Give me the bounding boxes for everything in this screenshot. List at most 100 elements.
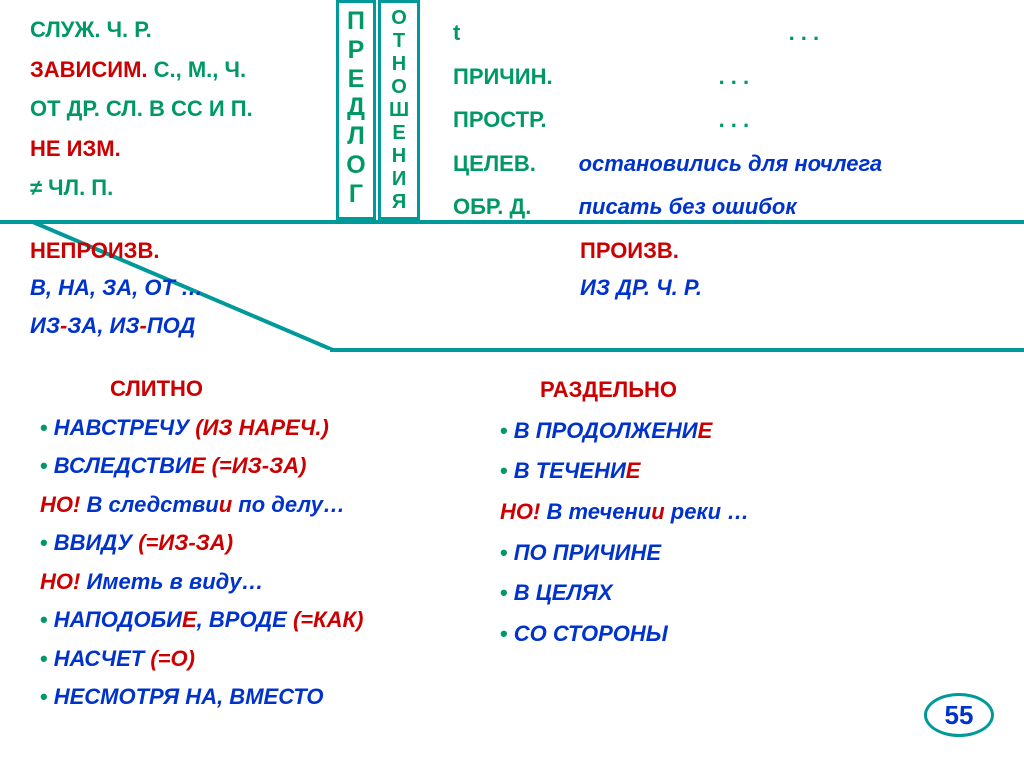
text: (ИЗ НАРЕЧ.) [195,415,329,440]
heading-razdelno: РАЗДЕЛЬНО [500,370,749,411]
vchar: Л [341,122,371,151]
bullet-icon: • [40,684,54,709]
bullet-icon: • [500,621,514,646]
rel-val: . . . [569,99,884,141]
list-item: •В ПРОДОЛЖЕНИЕ [500,411,749,452]
text: НО! [40,492,80,517]
text: (=КАК) [293,607,363,632]
bullet-icon: • [40,415,54,440]
line-sluzh: СЛУЖ. Ч. Р. [30,10,253,50]
text: , ВРОДЕ [197,607,293,632]
list-item: •ВВИДУ (=ИЗ-ЗА) [40,524,363,563]
text: и [651,499,664,524]
relations-table: t. . . ПРИЧИН.. . . ПРОСТР.. . . ЦЕЛЕВ.о… [450,10,885,230]
line-ne-izm: НЕ ИЗМ. [30,129,253,169]
bullet-icon: • [40,530,54,555]
text: ВСЛЕДСТВИ [54,453,191,478]
list-item: •ПО ПРИЧИНЕ [500,533,749,574]
vchar: Ш [383,99,415,122]
text: ИЗ [30,313,60,338]
text: НАПОДОБИ [54,607,182,632]
bottom-left-block: СЛИТНО •НАВСТРЕЧУ (ИЗ НАРЕЧ.) •ВСЛЕДСТВИ… [40,370,363,717]
vchar: О [383,76,415,99]
mid-left-block: НЕПРОИЗВ. В, НА, ЗА, ОТ … ИЗ-ЗА, ИЗ-ПОД [30,232,203,344]
text: НАВСТРЕЧУ [54,415,196,440]
rel-val: . . . [569,56,884,98]
vchar: О [383,7,415,30]
text: В ТЕЧЕНИ [514,458,626,483]
vchar: Я [383,191,415,214]
text: В ПРОДОЛЖЕНИ [514,418,698,443]
text: НЕСМОТРЯ НА, ВМЕСТО [54,684,324,709]
heading-slitno: СЛИТНО [40,370,363,409]
text: В следстви [80,492,218,517]
text: С., М., Ч. [148,57,247,82]
divider-line-mid [330,348,1024,352]
bullet-icon: • [500,458,514,483]
heading-proizv: ПРОИЗВ. [580,232,702,269]
rel-label: ПРИЧИН. [452,56,567,98]
list-item: •ВСЛЕДСТВИЕ (=ИЗ-ЗА) [40,447,363,486]
rel-val: остановились для ночлега [569,143,884,185]
line-chl-p: ≠ ЧЛ. П. [30,168,253,208]
line-ot-dr: ОТ ДР. СЛ. В СС И П. [30,89,253,129]
bullet-icon: • [500,418,514,443]
list-item: НО! В течении реки … [500,492,749,533]
text: ЗА, ИЗ [67,313,139,338]
bullet-icon: • [500,540,514,565]
rel-label: ПРОСТР. [452,99,567,141]
examples-line: ИЗ-ЗА, ИЗ-ПОД [30,307,203,344]
text: НАСЧЕТ [54,646,151,671]
vchar: Д [341,93,371,122]
text: и [219,492,232,517]
text: ИЗ ДР. Ч. Р. [580,269,702,306]
text: Е [698,418,713,443]
text: ВВИДУ [54,530,139,555]
vchar: Т [383,30,415,53]
page-number-badge: 55 [924,693,994,737]
list-item: •НЕСМОТРЯ НА, ВМЕСТО [40,678,363,717]
vchar: Е [341,65,371,94]
text: ПО ПРИЧИНЕ [514,540,661,565]
page-number: 55 [945,700,974,731]
vchar: О [341,151,371,180]
bottom-right-block: РАЗДЕЛЬНО •В ПРОДОЛЖЕНИЕ •В ТЕЧЕНИЕ НО! … [500,370,749,655]
text: (=ИЗ-ЗА) [212,453,307,478]
list-item: •В ТЕЧЕНИЕ [500,451,749,492]
list-item: •НАВСТРЕЧУ (ИЗ НАРЕЧ.) [40,409,363,448]
vchar: Н [383,145,415,168]
text: ЗАВИСИМ. [30,57,148,82]
text: - [140,313,147,338]
bullet-icon: • [40,646,54,671]
text: (=ИЗ-ЗА) [138,530,233,555]
list-item: •НАПОДОБИЕ, ВРОДЕ (=КАК) [40,601,363,640]
text: реки … [665,499,750,524]
text: Е [191,453,212,478]
rel-label: ЦЕЛЕВ. [452,143,567,185]
text: (=О) [150,646,195,671]
vchar: Г [341,180,371,209]
line-zavisim: ЗАВИСИМ. С., М., Ч. [30,50,253,90]
mid-right-block: ПРОИЗВ. ИЗ ДР. Ч. Р. [580,232,702,307]
vchar: Н [383,53,415,76]
list-item: НО! В следствии по делу… [40,486,363,525]
top-right-block: t. . . ПРИЧИН.. . . ПРОСТР.. . . ЦЕЛЕВ.о… [450,10,885,230]
text: ПОД [147,313,196,338]
vchar: П [341,7,371,36]
bullet-icon: • [40,607,54,632]
bullet-icon: • [500,580,514,605]
list-item: •СО СТОРОНЫ [500,614,749,655]
text: НО! [500,499,540,524]
text: В ЦЕЛЯХ [514,580,613,605]
text: НО! [40,569,80,594]
list-item: НО! Иметь в виду… [40,563,363,602]
top-left-block: СЛУЖ. Ч. Р. ЗАВИСИМ. С., М., Ч. ОТ ДР. С… [30,10,253,208]
text: Е [626,458,641,483]
list-item: •В ЦЕЛЯХ [500,573,749,614]
text: Иметь в виду… [80,569,263,594]
text: СО СТОРОНЫ [514,621,668,646]
rel-label: t [452,12,567,54]
text: В течени [540,499,651,524]
vchar: Е [383,122,415,145]
vertical-title-predlog: П Р Е Д Л О Г [336,0,376,220]
